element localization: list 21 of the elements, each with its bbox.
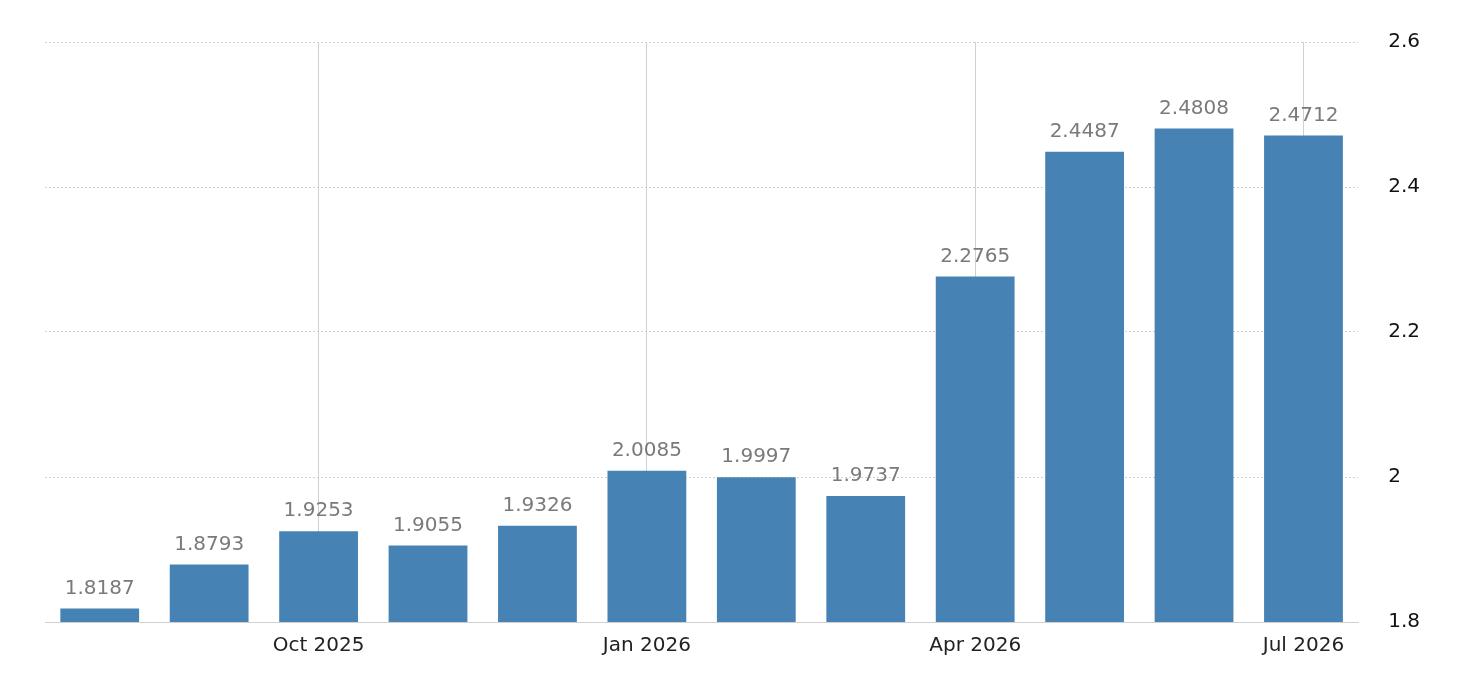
x-tick-label: Jan 2026 [600,632,691,657]
y-tick-label: 2.2 [1388,318,1421,343]
data-label: 1.8187 [64,574,135,599]
data-label: 2.2765 [940,242,1011,267]
x-tick-label: Jul 2026 [1260,632,1345,657]
data-label: 1.8793 [174,530,245,555]
y-tick-label: 2.6 [1388,28,1421,53]
data-label: 1.9253 [283,497,354,522]
data-label: 2.4487 [1049,117,1120,142]
data-label: 1.9737 [830,462,901,487]
x-tick-label: Apr 2026 [929,632,1022,657]
y-tick-label: 1.8 [1388,608,1421,633]
y-tick-label: 2.4 [1388,173,1421,198]
data-label: 2.0085 [611,437,682,462]
y-tick-label: 2 [1388,463,1401,488]
data-label: 1.9055 [393,511,464,536]
data-label: 1.9997 [721,443,792,468]
data-label: 2.4712 [1268,101,1339,126]
x-tick-label: Oct 2025 [272,632,365,657]
data-label: 2.4808 [1159,94,1230,119]
data-label: 1.9326 [502,492,573,517]
